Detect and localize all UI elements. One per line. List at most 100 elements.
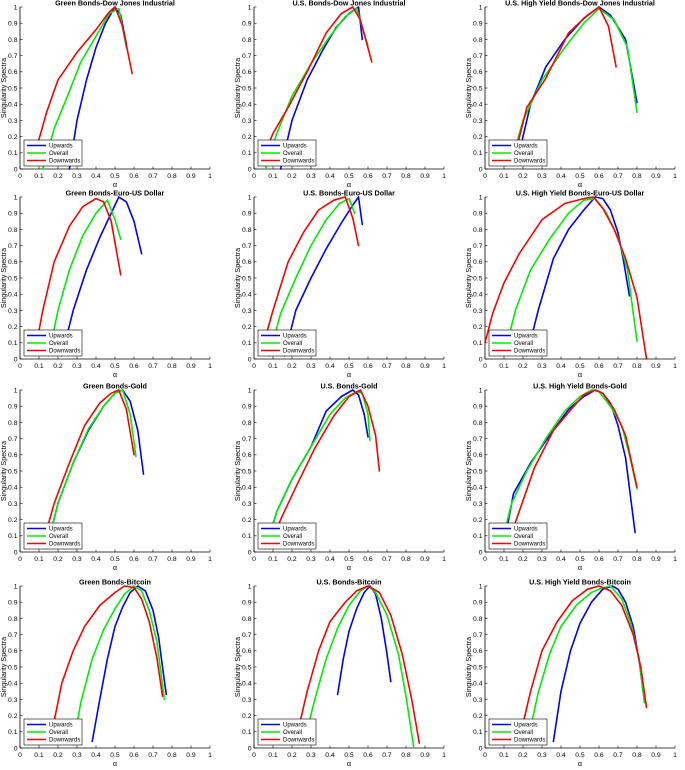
x-axis-title: α xyxy=(347,563,351,572)
series-line-downwards xyxy=(294,585,421,744)
y-tick-label: 0.1 xyxy=(473,150,483,157)
y-axis-title: Singularity Spectra xyxy=(0,248,8,308)
legend-label: Downwards xyxy=(49,542,80,548)
y-tick-label: 0.4 xyxy=(473,102,483,109)
y-tick-label: 0.6 xyxy=(473,69,483,76)
y-tick-label: 0.1 xyxy=(8,729,18,736)
y-tick-label: 1 xyxy=(14,194,18,201)
series-line-upwards xyxy=(91,585,168,743)
y-tick-label: 1 xyxy=(479,4,483,11)
x-tick-label: 0.7 xyxy=(148,556,158,563)
x-tick-label: 0.2 xyxy=(53,556,63,563)
x-tick-label: 0.8 xyxy=(632,556,642,563)
legend-label: Overall xyxy=(283,534,302,540)
chart-panel: Green Bonds-Bitcoin 0 0.1 0.2 0.3 0.4 0.5 0.6 0.… xyxy=(0,578,212,769)
x-tick-label: 0.3 xyxy=(306,556,316,563)
x-tick-label: 0.9 xyxy=(420,752,430,759)
y-tick-label: 1 xyxy=(479,387,483,394)
y-tick-label: 0.7 xyxy=(242,243,252,250)
y-tick-label: 0 xyxy=(479,166,483,173)
legend-label: Overall xyxy=(49,341,68,347)
series-line-downwards xyxy=(512,6,617,162)
y-tick-label: 0.3 xyxy=(473,697,483,704)
y-tick-label: 0.8 xyxy=(242,420,252,427)
x-tick-label: 0.2 xyxy=(53,752,63,759)
y-tick-label: 0.5 xyxy=(242,85,252,92)
x-tick-label: 0.9 xyxy=(651,752,661,759)
x-axis-title: α xyxy=(113,370,117,379)
y-tick-label: 0.4 xyxy=(473,485,483,492)
y-tick-label: 0.2 xyxy=(473,517,483,524)
series-line-downwards xyxy=(260,6,373,162)
x-tick-label: 0.1 xyxy=(268,363,278,370)
x-tick-label: 0.2 xyxy=(287,556,297,563)
series-line-downwards xyxy=(41,389,135,545)
y-tick-label: 0.4 xyxy=(473,292,483,299)
x-tick-label: 0.2 xyxy=(518,752,528,759)
y-tick-label: 0.4 xyxy=(473,681,483,688)
y-tick-label: 0 xyxy=(14,166,18,173)
legend-label: Downwards xyxy=(283,738,314,744)
series-line-overall xyxy=(72,585,166,746)
x-tick-label: 0.1 xyxy=(268,556,278,563)
y-tick-label: 0 xyxy=(14,356,18,363)
y-tick-label: 0 xyxy=(479,745,483,752)
series-line-downwards xyxy=(484,196,648,360)
y-tick-label: 0.6 xyxy=(242,69,252,76)
y-tick-label: 0.7 xyxy=(473,632,483,639)
y-tick-label: 1 xyxy=(14,4,18,11)
y-tick-label: 0.3 xyxy=(242,118,252,125)
y-tick-label: 0.2 xyxy=(242,713,252,720)
legend-label: Overall xyxy=(514,151,533,157)
y-tick-label: 1 xyxy=(248,194,252,201)
x-tick-label: 0.6 xyxy=(363,752,373,759)
y-tick-label: 0.8 xyxy=(242,37,252,44)
y-tick-label: 0.2 xyxy=(8,324,18,331)
y-axis-title: Singularity Spectra xyxy=(464,637,473,697)
y-tick-label: 0.4 xyxy=(242,681,252,688)
x-tick-label: 0.6 xyxy=(363,556,373,563)
y-tick-label: 0.7 xyxy=(8,243,18,250)
y-tick-label: 0.3 xyxy=(242,501,252,508)
y-tick-label: 0.4 xyxy=(8,292,18,299)
y-tick-label: 1 xyxy=(479,194,483,201)
y-axis-title: Singularity Spectra xyxy=(0,441,8,501)
chart-title: Green Bonds-Euro-US Dollar xyxy=(66,189,165,198)
x-tick-label: 0.4 xyxy=(91,556,101,563)
x-tick-label: 0.3 xyxy=(72,556,82,563)
y-tick-label: 0 xyxy=(479,356,483,363)
y-tick-label: 1 xyxy=(14,387,18,394)
x-tick-label: 1 xyxy=(673,556,677,563)
y-axis-title: Singularity Spectra xyxy=(0,637,8,697)
y-axis-title: Singularity Spectra xyxy=(0,58,8,118)
chart-panel: U.S. High Yield Bonds-Bitcoin 0 0.1 0.2 0.3 0… xyxy=(464,578,677,769)
x-tick-label: 0 xyxy=(483,173,487,180)
x-tick-label: 1 xyxy=(208,752,212,759)
y-axis-title: Singularity Spectra xyxy=(464,58,473,118)
x-tick-label: 0 xyxy=(18,752,22,759)
y-tick-label: 0.1 xyxy=(473,533,483,540)
x-axis-title: α xyxy=(578,759,582,768)
chart-title: Green Bonds-Bitcoin xyxy=(79,578,151,587)
y-tick-label: 0.9 xyxy=(473,21,483,28)
legend-label: Overall xyxy=(49,730,68,736)
series-line-overall xyxy=(268,197,356,357)
y-tick-label: 0.3 xyxy=(473,501,483,508)
x-tick-label: 0.1 xyxy=(34,752,44,759)
y-tick-label: 0.4 xyxy=(242,485,252,492)
x-tick-label: 0.8 xyxy=(167,752,177,759)
x-tick-label: 0 xyxy=(18,173,22,180)
y-axis-title: Singularity Spectra xyxy=(233,441,242,501)
y-tick-label: 0.1 xyxy=(242,150,252,157)
y-tick-label: 0.5 xyxy=(473,85,483,92)
x-tick-label: 0.9 xyxy=(186,363,196,370)
y-tick-label: 0.5 xyxy=(8,664,18,671)
y-axis-title: Singularity Spectra xyxy=(464,441,473,501)
x-tick-label: 0.6 xyxy=(594,173,604,180)
chart-title: U.S. Bonds-Dow Jones Industrial xyxy=(292,0,405,8)
legend-label: Downwards xyxy=(49,349,80,355)
legend-label: Upwards xyxy=(283,144,307,150)
x-tick-label: 0.7 xyxy=(382,363,392,370)
